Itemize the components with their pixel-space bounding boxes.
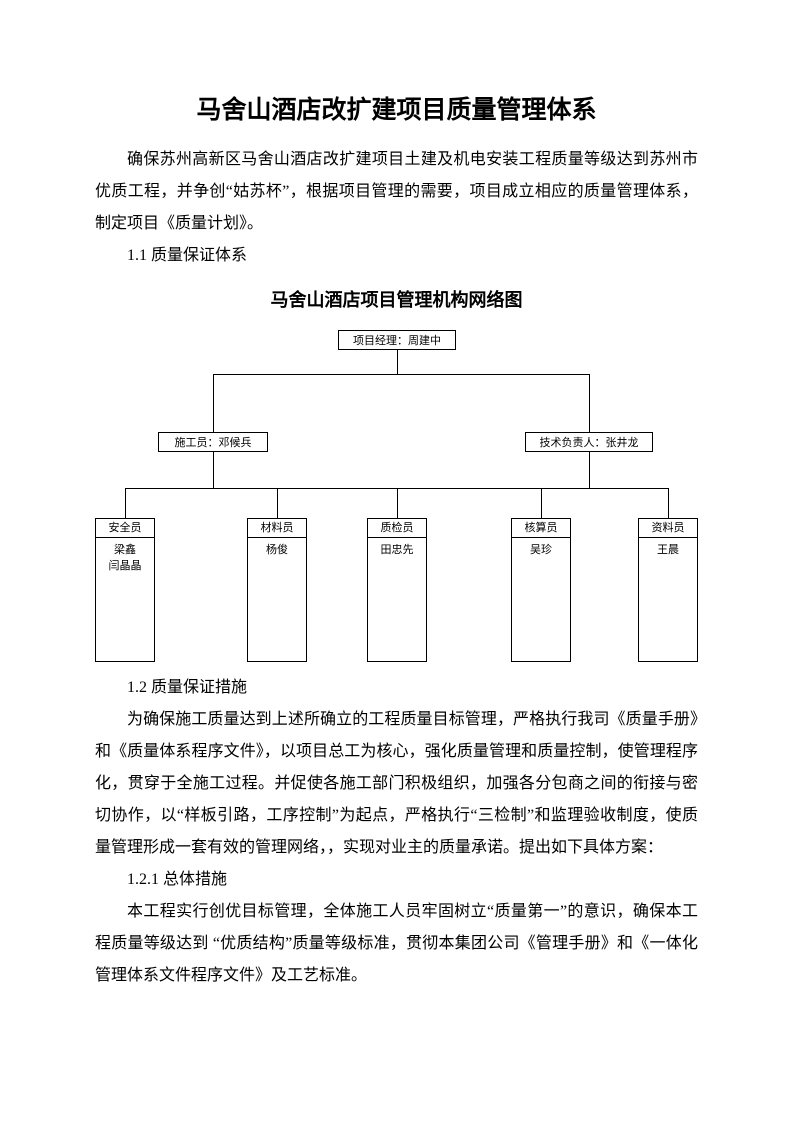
org-leaf-names-3: 吴珍: [511, 538, 571, 662]
org-leaf-role-0: 安全员: [95, 518, 155, 538]
org-leaf-names-2: 田忠先: [367, 538, 427, 662]
para-1-2: 为确保施工质量达到上述所确立的工程质量目标管理，严格执行我司《质量手册》和《质量…: [95, 704, 698, 864]
org-leaf-names-1: 杨俊: [247, 538, 307, 662]
para-1-2-1: 本工程实行创优目标管理，全体施工人员牢固树立“质量第一”的意识，确保本工程质量等…: [95, 896, 698, 992]
connector-line: [397, 350, 398, 374]
section-1-2: 1.2 质量保证措施: [95, 672, 698, 704]
page-title: 马舍山酒店改扩建项目质量管理体系: [95, 90, 698, 126]
connector-line: [589, 452, 590, 488]
connector-line: [213, 374, 589, 375]
section-1-2-1: 1.2.1 总体措施: [95, 864, 698, 896]
org-leaf-role-1: 材料员: [247, 518, 307, 538]
org-leaf-role-2: 质检员: [367, 518, 427, 538]
org-mid-1: 技术负责人：张井龙: [525, 432, 653, 452]
connector-line: [668, 488, 669, 518]
org-root: 项目经理：周建中: [338, 330, 456, 350]
connector-line: [125, 488, 126, 518]
org-leaf-role-4: 资料员: [638, 518, 698, 538]
connector-line: [277, 488, 278, 518]
org-mid-0: 施工员：邓候兵: [158, 432, 268, 452]
connector-line: [397, 488, 398, 518]
intro-paragraph: 确保苏州高新区马舍山酒店改扩建项目土建及机电安装工程质量等级达到苏州市优质工程，…: [95, 144, 698, 240]
connector-line: [541, 488, 542, 518]
connector-line: [213, 374, 214, 432]
org-chart: 项目经理：周建中施工员：邓候兵 技术负责人：张井龙安全员梁鑫闫晶晶 材料员杨俊 质检员…: [95, 322, 698, 662]
section-1-1: 1.1 质量保证体系: [95, 240, 698, 272]
org-leaf-role-3: 核算员: [511, 518, 571, 538]
org-leaf-names-4: 王晨: [638, 538, 698, 662]
org-leaf-names-0: 梁鑫闫晶晶: [95, 538, 155, 662]
connector-line: [213, 452, 214, 488]
connector-line: [589, 374, 590, 432]
chart-title: 马舍山酒店项目管理机构网络图: [95, 286, 698, 312]
